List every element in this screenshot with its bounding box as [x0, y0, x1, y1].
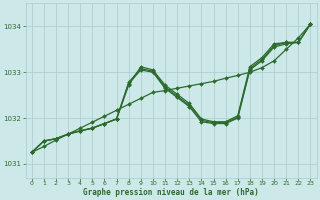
- X-axis label: Graphe pression niveau de la mer (hPa): Graphe pression niveau de la mer (hPa): [83, 188, 259, 197]
